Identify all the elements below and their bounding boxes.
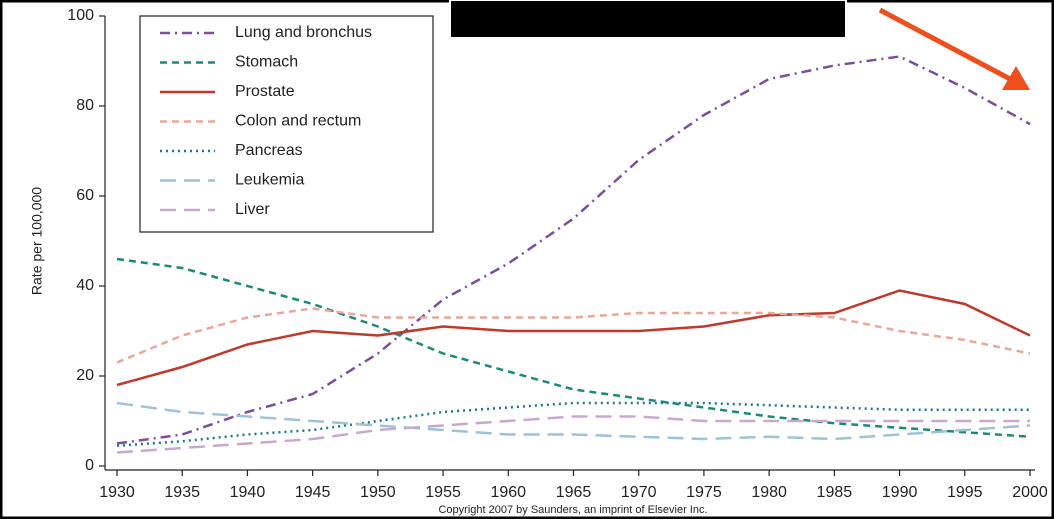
x-tick-label: 1930 <box>99 484 135 501</box>
legend-label: Stomach <box>235 54 298 71</box>
series-line <box>116 401 1030 447</box>
series-line <box>116 401 1031 441</box>
series-line <box>116 257 1031 438</box>
series-line <box>116 415 1030 454</box>
legend <box>139 15 434 233</box>
y-tick-label: 0 <box>85 457 94 474</box>
arrow-head <box>1002 66 1030 90</box>
y-axis-label: Rate per 100,000 <box>29 187 45 295</box>
x-tick-label: 1990 <box>882 484 918 501</box>
series-line <box>116 55 1031 445</box>
arrow <box>878 7 1014 83</box>
x-tick-label: 1985 <box>817 484 853 501</box>
x-tick-label: 1995 <box>947 484 983 501</box>
footnote: Copyright 2007 by Saunders, an imprint o… <box>438 504 707 516</box>
y-tick-label: 20 <box>76 367 94 384</box>
x-tick-label: 1950 <box>360 484 396 501</box>
legend-label: Liver <box>235 201 270 218</box>
x-tick-label: 1955 <box>425 484 461 501</box>
series-line <box>116 307 1031 364</box>
legend-label: Pancreas <box>235 142 303 159</box>
series-line <box>116 289 1031 387</box>
legend-label: Colon and rectum <box>235 113 361 130</box>
y-tick-label: 40 <box>76 277 94 294</box>
x-tick-label: 1940 <box>230 484 266 501</box>
x-tick-label: 1935 <box>164 484 200 501</box>
x-tick-label: 1980 <box>751 484 787 501</box>
black-box <box>449 0 847 39</box>
x-tick-label: 1945 <box>295 484 331 501</box>
x-tick-label: 1975 <box>686 484 722 501</box>
x-tick-label: 1965 <box>556 484 592 501</box>
y-tick-label: 60 <box>76 187 94 204</box>
legend-label: Leukemia <box>235 172 304 189</box>
x-tick-label: 1970 <box>621 484 657 501</box>
legend-label: Prostate <box>235 83 295 100</box>
y-tick-label: 80 <box>76 97 94 114</box>
x-tick-label: 2000 <box>1012 484 1048 501</box>
legend-label: Lung and bronchus <box>235 24 372 41</box>
y-tick-label: 100 <box>67 7 94 24</box>
x-tick-label: 1960 <box>490 484 526 501</box>
